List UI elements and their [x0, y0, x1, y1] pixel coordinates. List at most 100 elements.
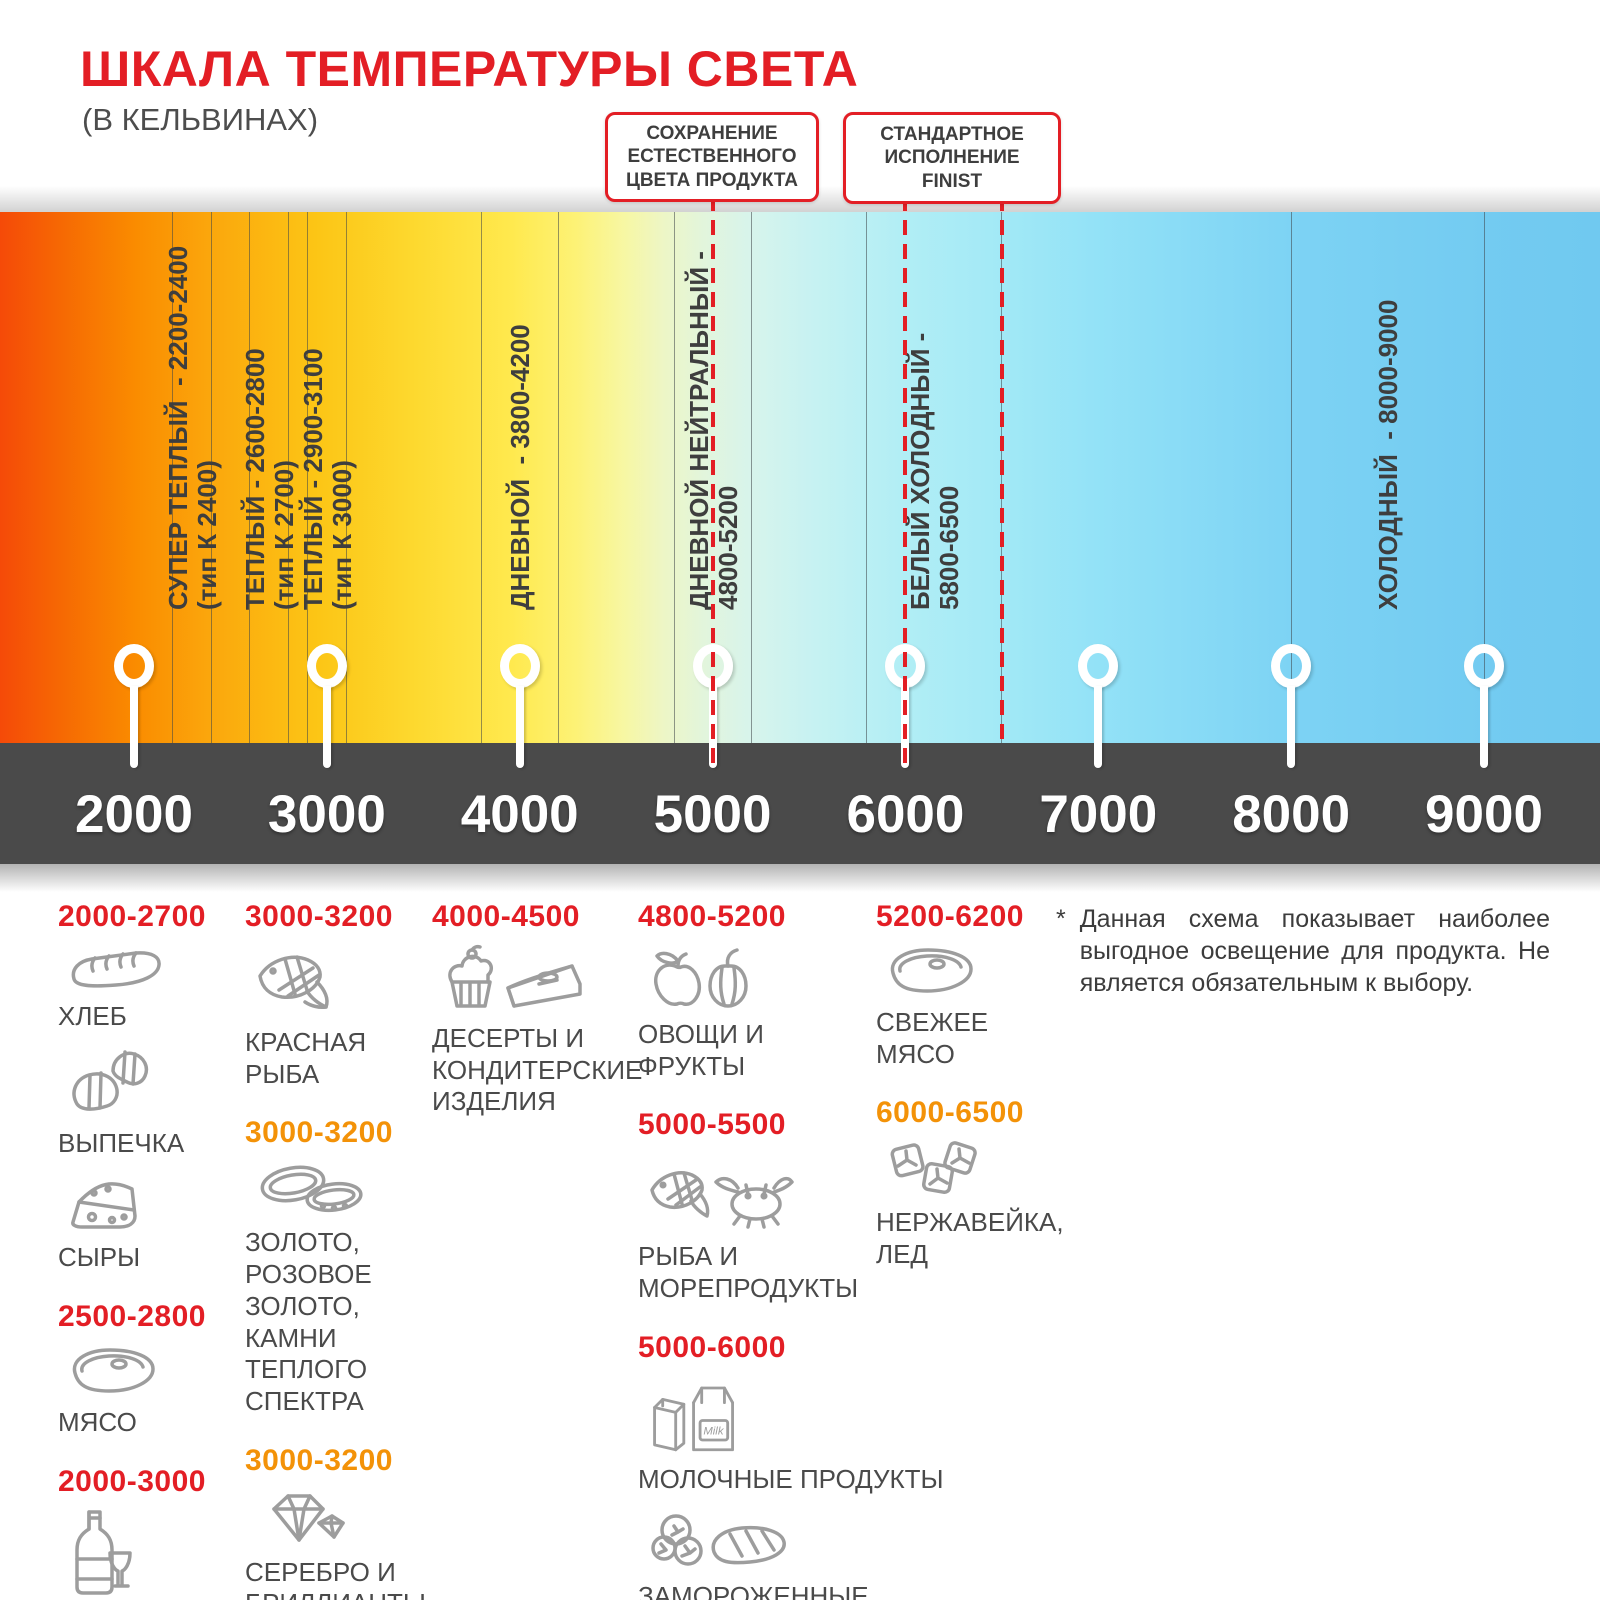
legend-item-label: КРАСНАЯ РЫБА — [245, 1027, 367, 1089]
scale-pin-ring — [1271, 644, 1312, 688]
legend-item: ВЫПЕЧКА — [58, 1047, 234, 1160]
legend-item: РЫБА И МОРЕПРОДУКТЫ — [638, 1152, 948, 1304]
legend-item-label: ВЫПЕЧКА — [58, 1127, 185, 1158]
scale-tick-label: 9000 — [1425, 785, 1543, 844]
legend-item-label: СВЕЖЕЕ МЯСО — [876, 1007, 989, 1069]
legend-item: СВЕЖЕЕ МЯСО — [876, 944, 1106, 1070]
callout-finist-standard: СТАНДАРТНОЕ ИСПОЛНЕНИЕ FINIST — [843, 112, 1061, 204]
scale-tick-label: 2000 — [75, 785, 193, 844]
legend-block: 2000-3000 АКОГОЛЬ — [58, 1465, 234, 1600]
cheese-icon — [68, 1173, 234, 1236]
scale-pin-stem — [130, 686, 138, 768]
scale-pin-ring — [114, 644, 154, 688]
legend-block: 4000-4500 ДЕСЕРТЫ И КОНДИТЕРСКИЕ ИЗДЕЛИЯ — [432, 900, 643, 1118]
legend-item: Milk МОЛОЧНЫЕ ПРОДУКТЫ — [638, 1375, 948, 1496]
axis-band-shadow — [0, 864, 1600, 892]
legend-item-label: ОВОЩИ И ФРУКТЫ — [638, 1019, 764, 1081]
zone-label-text: ТЕПЛЫЙ - 2600-2800 (тип К 2700) — [240, 348, 299, 610]
dessert-icon — [442, 944, 632, 1017]
range-heading: 4800-5200 — [638, 900, 786, 933]
range-heading: 5200-6200 — [876, 900, 1024, 933]
kelvin-gradient-bar: СУПЕР ТЕПЛЫЙ - 2200-2400 (тип К 2400) ТЕП… — [0, 212, 1600, 743]
vegetables-icon — [648, 944, 948, 1013]
range-heading: 5000-5500 — [638, 1108, 786, 1142]
scale-tick-label: 3000 — [267, 785, 386, 844]
range-heading: 4000-4500 — [432, 900, 580, 933]
legend-item-label: ЗАМОРОЖЕННЫЕ ПОЛУФАБРИКАТЫ — [638, 1580, 869, 1600]
legend-column: 2000-2700 ХЛЕБ ВЫПЕЧКА СЫРЫ 2500-2800 МЯСО 200… — [58, 900, 234, 1600]
legend-item: КРАСНАЯ РЫБА — [245, 944, 431, 1090]
legend-item-label: ЗОЛОТО, РОЗОВОЕ ЗОЛОТО, КАМНИ ТЕПЛОГО СП… — [245, 1227, 372, 1417]
scale-tick-label: 7000 — [1039, 785, 1158, 844]
legend-item: АКОГОЛЬ — [58, 1509, 234, 1600]
legend-item-label: ХЛЕБ — [58, 1001, 127, 1031]
legend-block: 6000-6500 НЕРЖАВЕЙКА, ЛЕД — [876, 1096, 1106, 1270]
axis-band — [0, 743, 1600, 864]
svg-text:Milk: Milk — [703, 1425, 725, 1437]
range-heading: 6000-6500 — [876, 1096, 1024, 1130]
scale-pin-ring — [1464, 644, 1504, 688]
legend-item-label: ДЕСЕРТЫ И КОНДИТЕРСКИЕ ИЗДЕЛИЯ — [432, 1023, 643, 1117]
zone-boundary-line — [866, 212, 868, 743]
zone-boundary-line — [557, 212, 559, 743]
range-heading: 3000-3200 — [245, 1443, 393, 1477]
callout-leader-line — [903, 196, 908, 768]
range-heading: 2000-2700 — [58, 900, 206, 933]
legend-item: ЗОЛОТО, РОЗОВОЕ ЗОЛОТО, КАМНИ ТЕПЛОГО СП… — [245, 1160, 431, 1417]
legend-block: 5200-6200 СВЕЖЕЕ МЯСО — [876, 900, 1106, 1070]
zone-boundary-line — [1290, 212, 1292, 743]
legend-item: МЯСО — [58, 1344, 234, 1439]
callout-natural-color: СОХРАНЕНИЕ ЕСТЕСТВЕННОГО ЦВЕТА ПРОДУКТА — [605, 112, 819, 202]
zone-boundary-line — [1483, 212, 1485, 743]
zone-label-text: ТЕПЛЫЙ - 2900-3100 (тип К 3000) — [297, 348, 357, 610]
zone-boundary-line — [480, 212, 482, 743]
legend-item: СЕРЕБРО И БРИЛЛИАНТЫ — [245, 1488, 431, 1600]
callout-leader-line — [999, 196, 1004, 744]
scale-tick-label: 5000 — [653, 785, 772, 844]
legend-item-label: НЕРЖАВЕЙКА, ЛЕД — [876, 1207, 1064, 1270]
zone-boundary-line — [750, 212, 752, 743]
range-heading: 3000-3200 — [245, 1116, 393, 1150]
frozen-icon — [648, 1510, 948, 1575]
ice-icon — [886, 1140, 1106, 1201]
scale-tick-label: 8000 — [1232, 785, 1351, 844]
range-heading: 3000-3200 — [245, 900, 393, 933]
rings-icon — [255, 1160, 431, 1221]
legend-item: СЫРЫ — [58, 1173, 234, 1274]
legend-item: НЕРЖАВЕЙКА, ЛЕД — [876, 1140, 1106, 1270]
zone-label-text: ХОЛОДНЫЙ - 8000-9000 — [1373, 299, 1404, 610]
scale-pin-stem — [322, 686, 331, 768]
legend-column: 3000-3200 КРАСНАЯ РЫБА 3000-3200 ЗОЛОТО, РО… — [245, 900, 431, 1600]
legend-item: ХЛЕБ — [58, 944, 234, 1033]
footnote: * Данная схема показывает наиболее выгод… — [1056, 903, 1550, 999]
zone-label-text: БЕЛЫЙ ХОЛОДНЫЙ - 5800-6500 — [905, 332, 965, 610]
zone-boundary-line — [249, 212, 251, 743]
scale-pin-stem — [1094, 686, 1103, 768]
bread-icon — [68, 944, 234, 995]
range-heading: 5000-6000 — [638, 1330, 786, 1364]
diamond-icon — [255, 1488, 431, 1551]
legend-block: 5000-5500 РЫБА И МОРЕПРОДУКТЫ — [638, 1108, 948, 1304]
scale-pin-ring — [499, 644, 540, 688]
scale-pin-stem — [1480, 686, 1488, 768]
zone-boundary-line — [307, 212, 309, 743]
steak-icon — [886, 944, 1106, 1001]
croissant-icon — [68, 1047, 234, 1122]
seafood-icon — [648, 1152, 948, 1235]
legend-item-label: СЕРЕБРО И БРИЛЛИАНТЫ — [245, 1556, 426, 1600]
legend-block: 2000-2700 ХЛЕБ ВЫПЕЧКА СЫРЫ — [58, 900, 234, 1274]
range-heading: 2000-3000 — [58, 1464, 206, 1498]
footnote-text: Данная схема показывает наиболее выгодно… — [1079, 905, 1550, 997]
legend-block: 5000-6000 Milk МОЛОЧНЫЕ ПРОДУКТЫ ЗАМОРОЖЕНН… — [638, 1331, 948, 1600]
legend-block: 3000-3200 КРАСНАЯ РЫБА — [245, 900, 431, 1090]
page-subtitle: (В КЕЛЬВИНАХ) — [82, 102, 319, 137]
footnote-asterisk: * — [1056, 905, 1066, 933]
legend-item: ЗАМОРОЖЕННЫЕ ПОЛУФАБРИКАТЫ — [638, 1510, 948, 1600]
milk-icon: Milk — [648, 1375, 948, 1458]
legend-block: 3000-3200 СЕРЕБРО И БРИЛЛИАНТЫ — [245, 1444, 431, 1600]
legend-column: 4000-4500 ДЕСЕРТЫ И КОНДИТЕРСКИЕ ИЗДЕЛИЯ — [432, 900, 643, 1144]
scale-tick-label: 6000 — [846, 785, 965, 844]
legend-item-label: МЯСО — [58, 1407, 137, 1438]
legend-item-label: МОЛОЧНЫЕ ПРОДУКТЫ — [638, 1463, 944, 1494]
